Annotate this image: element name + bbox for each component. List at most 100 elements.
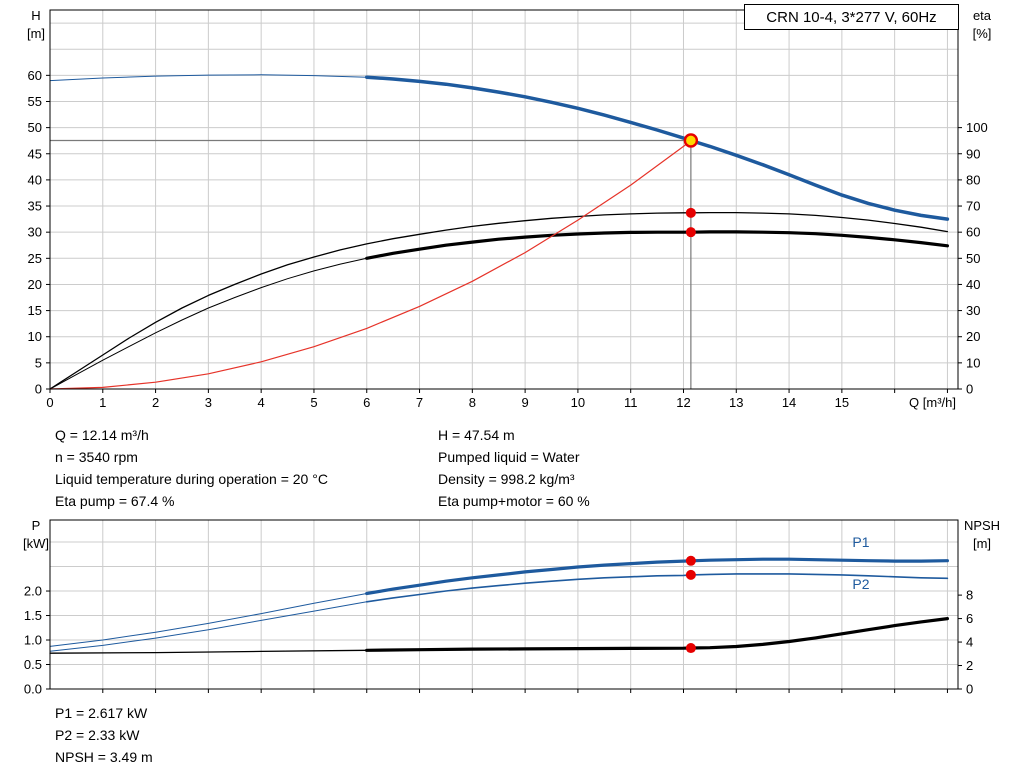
info-pumped-liquid: Pumped liquid = Water — [438, 449, 580, 465]
axis-label: 10 — [966, 355, 980, 370]
axis-label: 6 — [966, 611, 973, 626]
hq-eta-curves — [49, 74, 950, 390]
axis-label: 70 — [966, 199, 980, 214]
duty-info-left: Q = 12.14 m³/h n = 3540 rpm Liquid tempe… — [55, 424, 328, 512]
axis-label: 20 — [28, 277, 42, 292]
value-marker — [685, 569, 696, 580]
axis-label: [m] — [973, 536, 991, 551]
axis-label: 2 — [152, 395, 159, 410]
axis-label: 55 — [28, 94, 42, 109]
axis-label: 0.0 — [24, 682, 42, 697]
curve-label-P2: P2 — [852, 576, 869, 592]
axis-label: 5 — [310, 395, 317, 410]
axis-label: 14 — [782, 395, 796, 410]
curve-eta-pump-motor-lead-in — [49, 257, 368, 390]
axis-label: [m] — [27, 26, 45, 41]
axis-label: 15 — [835, 395, 849, 410]
axis-label: 0 — [966, 682, 973, 697]
hq-eta-grid — [50, 10, 958, 389]
axis-label: 10 — [571, 395, 585, 410]
curve-head-lead-in — [49, 74, 368, 82]
hq-eta-axes: 0 1 2 3 4 5 6 7 8 9 10 11 12 13 14 15 Q [m³/h]0510152025… — [27, 8, 992, 410]
axis-label: NPSH — [964, 518, 1000, 533]
axis-label: 8 — [966, 588, 973, 603]
axis-label: 0.5 — [24, 657, 42, 672]
axis-label: eta — [973, 8, 992, 23]
axis-label: 1.0 — [24, 633, 42, 648]
axis-label: 10 — [28, 329, 42, 344]
axis-label: 40 — [28, 172, 42, 187]
info-density: Density = 998.2 kg/m³ — [438, 471, 575, 487]
axis-label: 80 — [966, 172, 980, 187]
info-liquid-temp: Liquid temperature during operation = 20… — [55, 471, 328, 487]
power-npsh-markers — [685, 555, 696, 654]
axis-label: 45 — [28, 146, 42, 161]
axis-label: 25 — [28, 251, 42, 266]
axis-label: 50 — [28, 120, 42, 135]
axis-label: 11 — [624, 395, 638, 410]
info-head: H = 47.54 m — [438, 427, 515, 443]
pump-model-title: CRN 10-4, 3*277 V, 60Hz — [744, 4, 959, 30]
power-npsh-chart: 0.0 0.5 1.0 1.5 2.0 0 2 4 6 8 P [kW] NPSH [m] P1 P2 — [23, 518, 1000, 697]
info-flow: Q = 12.14 m³/h — [55, 427, 149, 443]
axis-label: 0 — [46, 395, 53, 410]
info-npsh: NPSH = 3.49 m — [55, 749, 153, 765]
info-eta-pump: Eta pump = 67.4 % — [55, 493, 175, 509]
axis-label: P — [32, 518, 41, 533]
curve-npsh — [365, 617, 949, 652]
curve-p1 — [365, 557, 949, 596]
curve-head — [364, 75, 950, 221]
axis-label: 9 — [521, 395, 528, 410]
duty-point-marker — [683, 133, 699, 148]
curve-eta-pump — [49, 211, 949, 390]
axis-label: 0 — [966, 382, 973, 397]
axis-label: 7 — [416, 395, 423, 410]
info-p2: P2 = 2.33 kW — [55, 727, 140, 743]
axis-label: 100 — [966, 120, 988, 135]
power-npsh-grid — [50, 520, 958, 689]
axis-label: 5 — [35, 355, 42, 370]
power-npsh-frame — [49, 519, 959, 690]
axis-label: 8 — [469, 395, 476, 410]
value-marker — [685, 643, 696, 654]
axis-label: 2 — [966, 658, 973, 673]
axis-label: [kW] — [23, 536, 49, 551]
curve-label-P1: P1 — [852, 534, 869, 550]
axis-label: 1 — [99, 395, 106, 410]
axis-label: 15 — [28, 303, 42, 318]
curve-eta-pump-motor — [365, 230, 949, 260]
curve-p2-lead-in — [49, 601, 368, 652]
axis-label: 0 — [35, 382, 42, 397]
power-npsh-curves — [49, 557, 949, 654]
duty-info-right: H = 47.54 m Pumped liquid = Water Densit… — [438, 424, 590, 512]
hq-eta-frame — [49, 9, 959, 390]
axis-label: 6 — [363, 395, 370, 410]
axis-label: 30 — [966, 303, 980, 318]
axis-label: 2.0 — [24, 584, 42, 599]
axis-label: 20 — [966, 329, 980, 344]
axis-label: 35 — [28, 199, 42, 214]
hq-eta-duty-lines — [50, 139, 692, 389]
axis-label: 3 — [205, 395, 212, 410]
axis-label: 30 — [28, 225, 42, 240]
value-marker — [685, 555, 696, 566]
axis-label: [%] — [973, 26, 992, 41]
hq-eta-markers — [683, 133, 699, 238]
axis-label: 12 — [676, 395, 690, 410]
curve-p2 — [365, 573, 949, 603]
info-p1: P1 = 2.617 kW — [55, 705, 148, 721]
value-marker — [685, 227, 696, 238]
info-speed: n = 3540 rpm — [55, 449, 138, 465]
axis-label: H — [31, 8, 40, 23]
power-npsh-axes: 0.0 0.5 1.0 1.5 2.0 0 2 4 6 8 P [kW] NPSH [m] — [23, 518, 1000, 697]
power-npsh-info: P1 = 2.617 kW P2 = 2.33 kW NPSH = 3.49 m — [55, 702, 153, 768]
curve-p1-lead-in — [49, 593, 368, 647]
axis-label: 13 — [729, 395, 743, 410]
axis-label: 60 — [966, 225, 980, 240]
curve-npsh-lead-in — [49, 649, 368, 654]
axis-label: 1.5 — [24, 608, 42, 623]
hq-eta-chart: 0 1 2 3 4 5 6 7 8 9 10 11 12 13 14 15 Q [m³/h]0510152025… — [27, 8, 992, 410]
axis-label: 4 — [258, 395, 265, 410]
curve-system-curve — [49, 139, 692, 390]
